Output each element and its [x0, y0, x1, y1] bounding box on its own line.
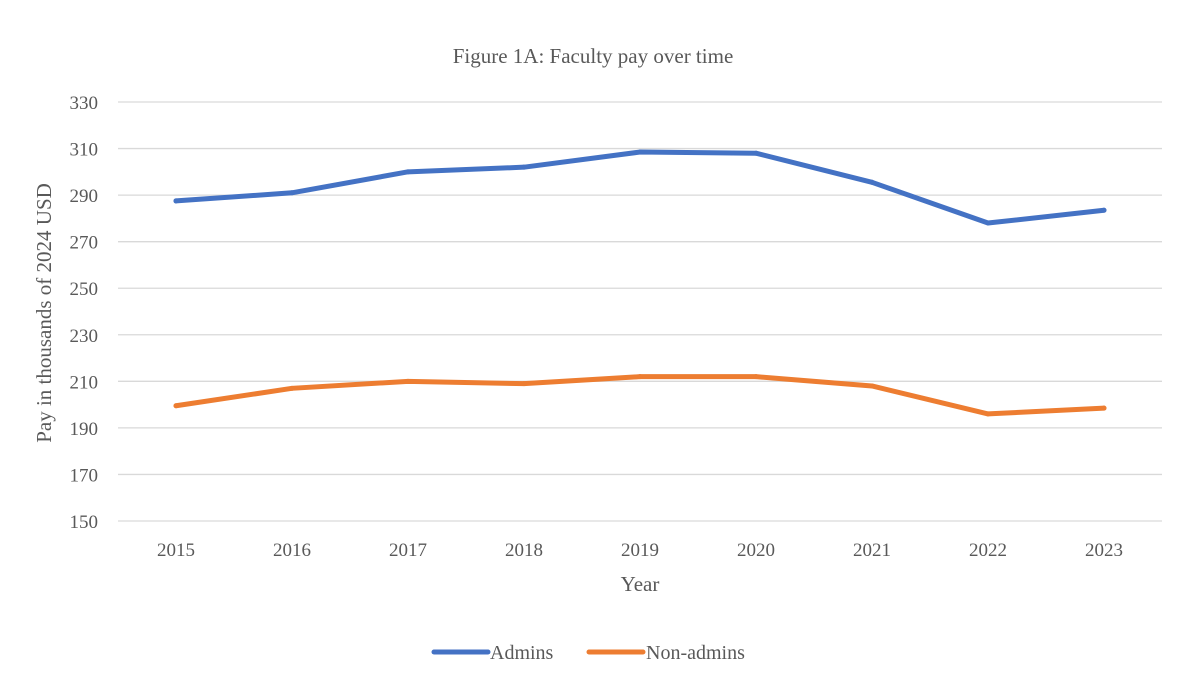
- legend: Admins Non-admins: [431, 642, 745, 664]
- y-axis-ticks: 150 170 190 210 230 250 270 290 310 330: [70, 93, 99, 533]
- data-point-non-admins-2016: [289, 385, 295, 391]
- x-tick-label: 2021: [853, 540, 891, 561]
- y-tick-label: 190: [70, 419, 99, 440]
- y-tick-label: 250: [70, 279, 99, 300]
- x-tick-label: 2016: [273, 540, 311, 561]
- legend-label-admins: Admins: [490, 642, 554, 664]
- data-point-non-admins-2015: [173, 403, 179, 409]
- y-tick-label: 290: [70, 186, 99, 207]
- series-line-admins: [173, 149, 1107, 226]
- data-point-admins-2018: [521, 164, 527, 170]
- y-tick-label: 230: [70, 326, 99, 347]
- x-tick-label: 2018: [505, 540, 543, 561]
- data-point-non-admins-2023: [1101, 405, 1107, 411]
- data-point-non-admins-2020: [753, 374, 759, 380]
- data-point-admins-2021: [869, 179, 875, 185]
- data-point-admins-2016: [289, 190, 295, 196]
- data-point-admins-2023: [1101, 207, 1107, 213]
- data-point-admins-2022: [985, 220, 991, 226]
- data-point-non-admins-2019: [637, 374, 643, 380]
- y-tick-label: 270: [70, 233, 99, 254]
- gridlines: [118, 101, 1162, 522]
- legend-label-non-admins: Non-admins: [646, 642, 745, 664]
- y-tick-label: 330: [70, 93, 99, 114]
- x-tick-label: 2022: [969, 540, 1007, 561]
- y-axis-label: Pay in thousands of 2024 USD: [32, 183, 56, 443]
- y-tick-label: 150: [70, 512, 99, 533]
- x-tick-label: 2015: [157, 540, 195, 561]
- series-line-non-admins: [173, 374, 1107, 417]
- y-tick-label: 310: [70, 140, 99, 161]
- data-point-admins-2017: [405, 169, 411, 175]
- y-tick-label: 170: [70, 465, 99, 486]
- x-tick-label: 2023: [1085, 540, 1123, 561]
- x-axis-label: Year: [621, 572, 660, 596]
- series-lines: [173, 149, 1107, 417]
- data-point-non-admins-2017: [405, 378, 411, 384]
- data-point-non-admins-2018: [521, 381, 527, 387]
- x-tick-label: 2017: [389, 540, 427, 561]
- data-point-non-admins-2021: [869, 383, 875, 389]
- x-tick-label: 2019: [621, 540, 659, 561]
- data-point-admins-2019: [637, 149, 643, 155]
- chart-title: Figure 1A: Faculty pay over time: [453, 44, 734, 68]
- x-axis-ticks: 2015 2016 2017 2018 2019 2020 2021 2022 2023: [157, 540, 1123, 561]
- x-tick-label: 2020: [737, 540, 775, 561]
- y-tick-label: 210: [70, 372, 99, 393]
- data-point-non-admins-2022: [985, 411, 991, 417]
- data-point-admins-2020: [753, 150, 759, 156]
- data-point-admins-2015: [173, 198, 179, 204]
